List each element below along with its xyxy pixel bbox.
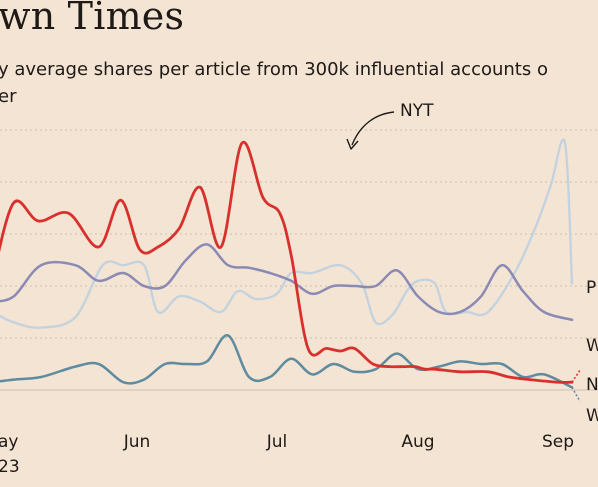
chart-subtitle: y average shares per article from 300k i… [0, 56, 598, 110]
series-line-nyt [0, 140, 574, 384]
end-label-nyt: N [586, 375, 598, 395]
x-tick-label: Sep [542, 432, 574, 452]
series-line-p [0, 138, 574, 329]
series-extension-nyt [571, 369, 581, 383]
x-tick-sublabel: 23 [0, 457, 20, 477]
series-lines [0, 138, 581, 402]
chart-title: wn Times [0, 0, 185, 38]
x-tick-label: Jun [123, 432, 151, 452]
annotation-label: NYT [400, 101, 434, 121]
annotation-arrow [351, 111, 395, 146]
annotation-arrowhead [346, 138, 359, 150]
end-label-w2: W [586, 406, 598, 426]
series-line-w [0, 243, 574, 322]
series-extension-w2 [571, 387, 581, 402]
nyt-annotation: NYT [346, 101, 434, 150]
gridlines [0, 129, 598, 391]
subtitle-line-1: y average shares per article from 300k i… [0, 59, 548, 80]
x-tick-label: ay [0, 432, 18, 452]
x-axis-ticks: ay 23 Jun Jul Aug Sep [0, 432, 574, 477]
end-label-p: P [586, 278, 596, 298]
x-tick-label: Jul [266, 432, 288, 452]
x-tick-label: Aug [401, 432, 434, 452]
series-line-w2 [0, 334, 574, 389]
series-end-labels: N P W W [586, 278, 598, 426]
subtitle-line-2: er [0, 86, 17, 107]
end-label-w: W [586, 336, 598, 356]
